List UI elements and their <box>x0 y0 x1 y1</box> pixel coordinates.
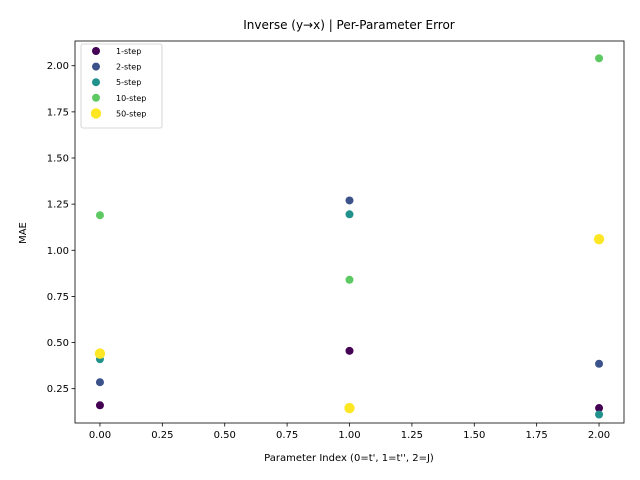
data-point-1-step-1 <box>345 346 354 355</box>
x-tick-label: 1.00 <box>338 430 360 441</box>
y-tick-label: 1.00 <box>47 246 69 257</box>
x-axis-label: Parameter Index (0=t', 1=t'', 2=J) <box>264 453 434 464</box>
axes: 0.00 0.25 0.50 0.75 1.00 1.25 1.50 1.75 2.00 0.25… <box>47 40 625 441</box>
data-point-10-step-0 <box>95 211 104 220</box>
y-tick-label: 0.75 <box>47 292 69 303</box>
legend-label-2-step: 2-step <box>116 63 141 72</box>
data-point-2-step-2 <box>595 359 604 368</box>
data-point-5-step-2 <box>595 410 604 419</box>
data-point-50-step-0 <box>94 348 106 359</box>
data-point-1-step-0 <box>95 401 104 410</box>
y-axis-label: MAE <box>18 222 29 244</box>
legend-marker-1-step <box>92 47 100 55</box>
data-point-2-step-0 <box>95 378 104 387</box>
legend-label-50-step: 50-step <box>116 109 146 118</box>
x-tick-label: 1.50 <box>463 430 485 441</box>
data-point-50-step-1 <box>344 402 355 414</box>
legend: 1-step 2-step 5-step 10-step 50-step <box>80 43 163 129</box>
x-tick-label: 2.00 <box>588 430 610 441</box>
legend-marker-10-step <box>92 93 100 102</box>
x-tick-label: 1.25 <box>401 430 423 441</box>
legend-marker-50-step <box>90 108 102 119</box>
y-tick-label: 0.25 <box>47 384 69 395</box>
y-tick-label: 0.50 <box>47 338 69 349</box>
data-point-5-step-1 <box>345 210 354 219</box>
legend-marker-5-step <box>92 78 100 87</box>
x-tick-label: 0.25 <box>151 430 173 441</box>
y-tick-label: 1.75 <box>47 107 69 118</box>
y-tick-label: 1.25 <box>47 200 69 211</box>
plot-area <box>94 54 605 419</box>
data-point-50-step-2 <box>593 234 605 245</box>
y-tick-label: 2.00 <box>47 61 69 72</box>
legend-label-10-step: 10-step <box>116 94 146 103</box>
data-point-2-step-1 <box>345 196 354 205</box>
legend-label-5-step: 5-step <box>116 78 141 87</box>
legend-label-1-step: 1-step <box>116 47 141 56</box>
data-point-10-step-1 <box>345 275 354 284</box>
data-point-10-step-2 <box>595 54 604 63</box>
x-tick-label: 0.75 <box>276 430 298 441</box>
x-tick-label: 1.75 <box>526 430 548 441</box>
data-point-1-step-2 <box>595 404 604 413</box>
x-tick-label: 0.50 <box>214 430 236 441</box>
y-tick-label: 1.50 <box>47 153 69 164</box>
legend-marker-2-step <box>92 62 100 71</box>
x-tick-label: 0.00 <box>89 430 111 441</box>
chart-title: Inverse (y→x) | Per-Parameter Error <box>243 18 455 32</box>
legend-box <box>80 43 163 129</box>
